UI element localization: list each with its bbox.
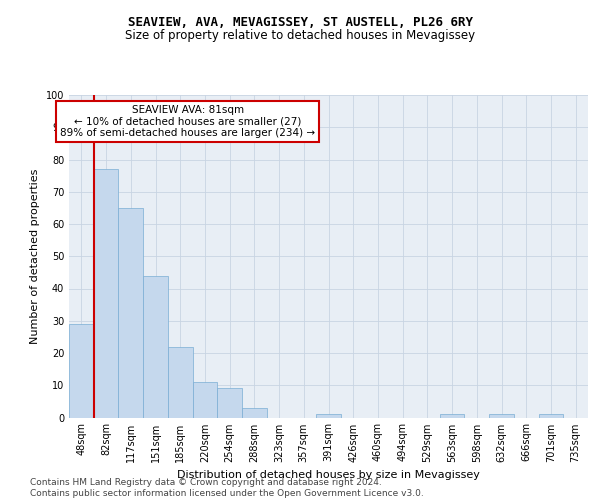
Bar bbox=[193, 382, 217, 418]
Bar bbox=[539, 414, 563, 418]
Bar bbox=[489, 414, 514, 418]
Bar bbox=[168, 346, 193, 418]
Text: Size of property relative to detached houses in Mevagissey: Size of property relative to detached ho… bbox=[125, 28, 475, 42]
Text: SEAVIEW AVA: 81sqm
← 10% of detached houses are smaller (27)
89% of semi-detache: SEAVIEW AVA: 81sqm ← 10% of detached hou… bbox=[60, 104, 315, 138]
Bar bbox=[316, 414, 341, 418]
Bar bbox=[242, 408, 267, 418]
Y-axis label: Number of detached properties: Number of detached properties bbox=[30, 168, 40, 344]
Text: SEAVIEW, AVA, MEVAGISSEY, ST AUSTELL, PL26 6RY: SEAVIEW, AVA, MEVAGISSEY, ST AUSTELL, PL… bbox=[128, 16, 473, 29]
Bar bbox=[118, 208, 143, 418]
Bar bbox=[69, 324, 94, 418]
Bar bbox=[143, 276, 168, 418]
Bar bbox=[94, 169, 118, 418]
X-axis label: Distribution of detached houses by size in Mevagissey: Distribution of detached houses by size … bbox=[177, 470, 480, 480]
Bar bbox=[217, 388, 242, 418]
Text: Contains HM Land Registry data © Crown copyright and database right 2024.
Contai: Contains HM Land Registry data © Crown c… bbox=[30, 478, 424, 498]
Bar bbox=[440, 414, 464, 418]
